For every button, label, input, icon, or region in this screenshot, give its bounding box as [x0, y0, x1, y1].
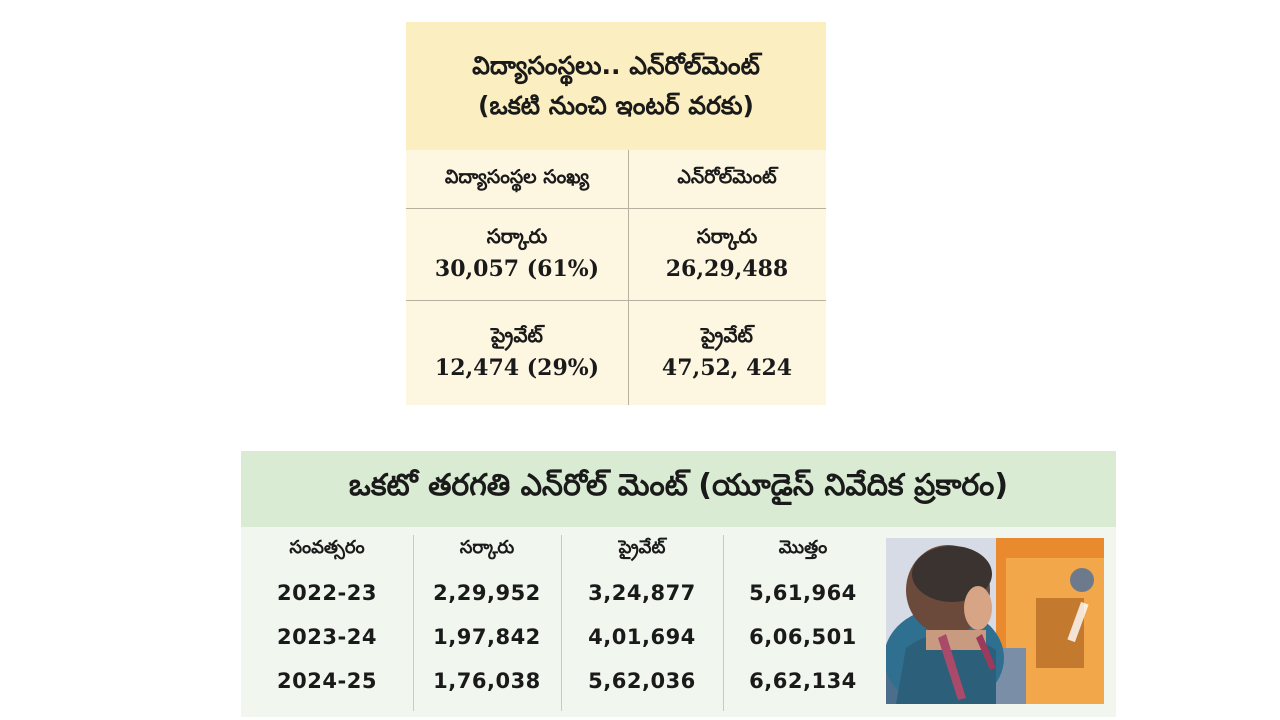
year-column: సంవత్సరం 2022-23 2023-24 2024-25 — [241, 527, 413, 717]
column-divider — [561, 535, 562, 711]
government-header: సర్కారు — [459, 537, 515, 558]
year-cell: 2022-23 — [277, 581, 377, 605]
student-with-backpack-photo — [886, 538, 1104, 704]
year-header: సంవత్సరం — [289, 537, 365, 558]
government-enrolment-value: 26,29,488 — [665, 256, 789, 282]
column-divider — [723, 535, 724, 711]
total-cell: 6,06,501 — [749, 625, 857, 649]
total-cell: 5,61,964 — [749, 581, 857, 605]
row-divider — [406, 208, 826, 209]
private-institutions-value: 12,474 (29%) — [434, 354, 600, 381]
first-class-table-header: ఒకటో తరగతి ఎన్‌రోల్‌ మెంట్‌ (యూడైస్‌ నివ… — [241, 451, 1116, 527]
government-institutions-value: 30,057 (61%) — [434, 256, 600, 282]
private-enrolment-value: 47,52, 424 — [661, 354, 793, 381]
government-cell: 1,76,038 — [433, 669, 541, 693]
total-cell: 6,62,134 — [749, 669, 857, 693]
column-divider — [628, 150, 629, 405]
table-row-government: సర్కారు 30,057 (61%) సర్కారు 26,29,488 — [406, 208, 826, 300]
institutions-table-header-row: విద్యాసంస్థల సంఖ్య ఎన్‌రోల్‌మెంట్‌ — [406, 150, 826, 208]
private-label: ప్రైవేట్‌ — [491, 322, 543, 347]
enrolment-header: ఎన్‌రోల్‌మెంట్‌ — [677, 165, 777, 188]
table-row-private: ప్రైవేట్‌ 12,474 (29%) ప్రైవేట్‌ 47,52, … — [406, 300, 826, 405]
year-cell: 2024-25 — [277, 669, 377, 693]
government-cell: 2,29,952 — [433, 581, 541, 605]
first-class-table-title: ఒకటో తరగతి ఎన్‌రోల్‌ మెంట్‌ (యూడైస్‌ నివ… — [348, 468, 1009, 503]
private-cell: 4,01,694 — [588, 625, 696, 649]
government-label: సర్కారు — [696, 224, 758, 248]
private-column: ప్రైవేట్‌ 3,24,877 4,01,694 5,62,036 — [561, 527, 723, 717]
institutions-table-title: విద్యాసంస్థలు.. ఎన్‌రోల్‌మెంట్‌ — [472, 51, 760, 80]
private-cell: 3,24,877 — [588, 581, 696, 605]
private-label: ప్రైవేట్‌ — [701, 322, 753, 347]
column-divider — [413, 535, 414, 711]
government-cell: 1,97,842 — [433, 625, 541, 649]
total-header: మొత్తం — [778, 537, 828, 558]
government-label: సర్కారు — [486, 224, 548, 248]
total-column: మొత్తం 5,61,964 6,06,501 6,62,134 — [723, 527, 883, 717]
year-cell: 2023-24 — [277, 625, 377, 649]
institutions-table-body: విద్యాసంస్థల సంఖ్య ఎన్‌రోల్‌మెంట్‌ సర్కా… — [406, 150, 826, 405]
government-column: సర్కారు 2,29,952 1,97,842 1,76,038 — [413, 527, 561, 717]
private-header: ప్రైవేట్‌ — [618, 537, 666, 558]
institutions-count-header: విద్యాసంస్థల సంఖ్య — [444, 165, 590, 188]
institutions-enrolment-table: విద్యాసంస్థలు.. ఎన్‌రోల్‌మెంట్‌ (ఒకటి ను… — [406, 22, 826, 405]
institutions-table-subtitle: (ఒకటి నుంచి ఇంటర్‌ వరకు) — [478, 91, 754, 120]
institutions-table-header: విద్యాసంస్థలు.. ఎన్‌రోల్‌మెంట్‌ (ఒకటి ను… — [406, 22, 826, 150]
private-cell: 5,62,036 — [588, 669, 696, 693]
row-divider — [406, 300, 826, 301]
